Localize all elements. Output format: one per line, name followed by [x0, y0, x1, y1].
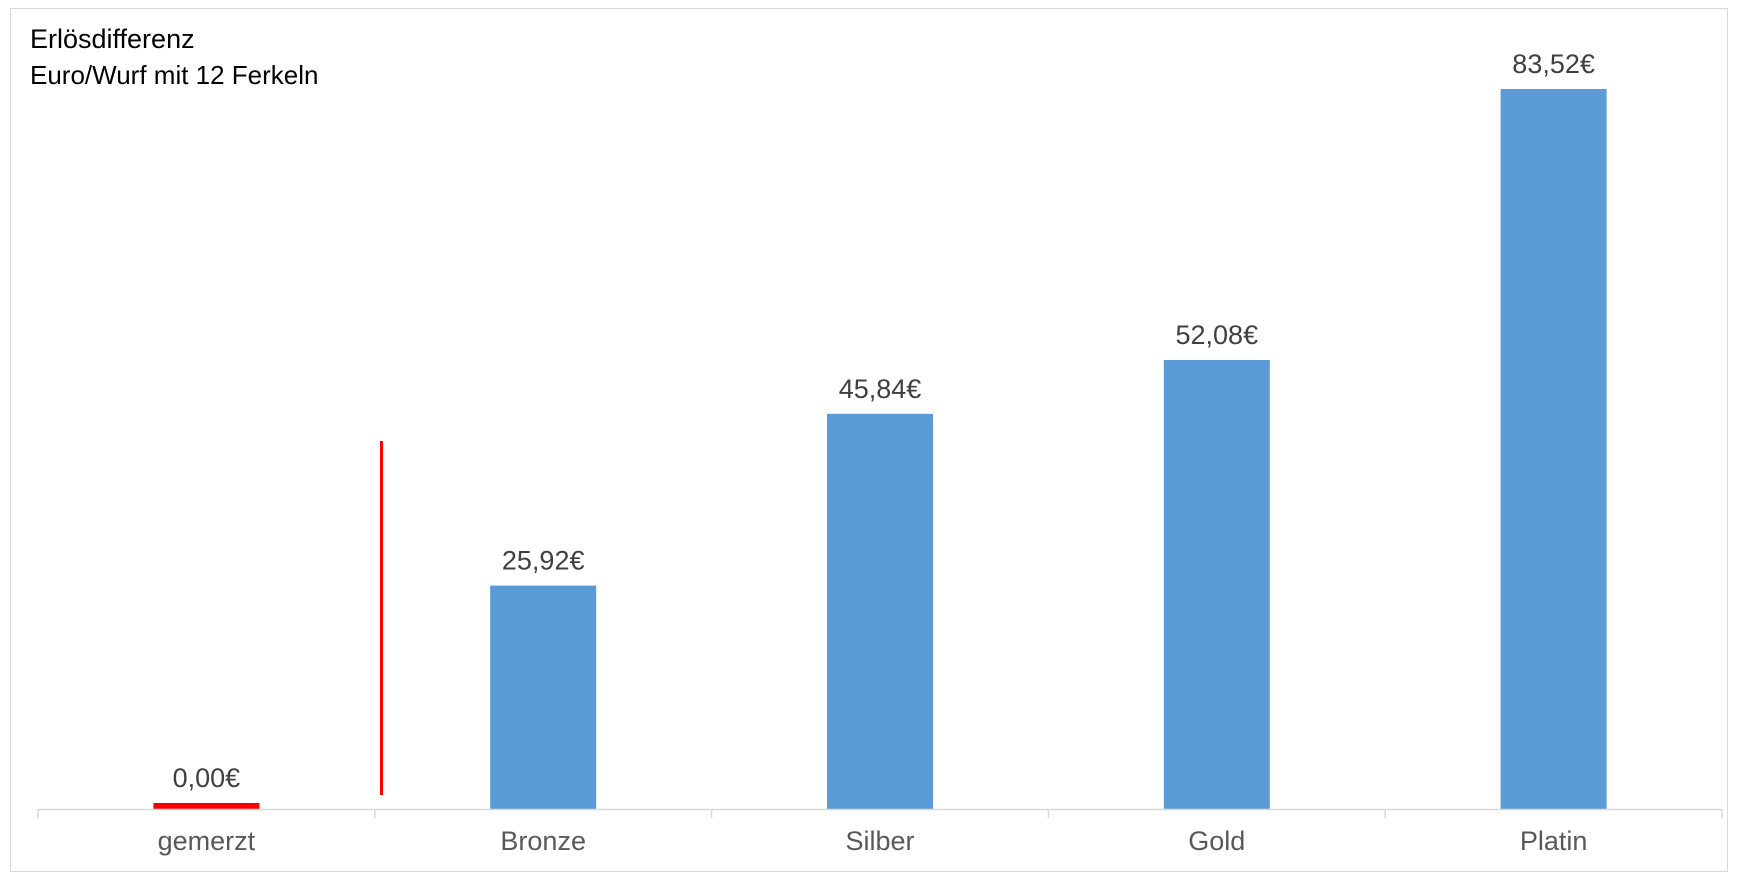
data-label-platin: 83,52€	[1512, 49, 1595, 79]
chart-frame	[10, 8, 1728, 872]
x-tick-label-gold: Gold	[1188, 826, 1245, 856]
bar-gold	[1163, 360, 1270, 809]
x-tick-label-platin: Platin	[1520, 826, 1588, 856]
x-tick-label-silber: Silber	[845, 826, 914, 856]
chart-title: Erlösdifferenz	[30, 24, 195, 54]
chart-subtitle: Euro/Wurf mit 12 Ferkeln	[30, 60, 319, 90]
x-tick-label-gemerzt: gemerzt	[158, 826, 256, 856]
plot-area: 0,00€ gemerzt 25,92€ Bronze 45,84€ Silber 52,0…	[37, 49, 1723, 856]
x-tick-label-bronze: Bronze	[500, 826, 586, 856]
bar-bronze	[490, 585, 597, 809]
data-label-bronze: 25,92€	[502, 546, 585, 576]
bar-silber	[827, 413, 933, 809]
data-label-silber: 45,84€	[839, 374, 922, 404]
data-label-gemerzt: 0,00€	[173, 763, 241, 793]
data-label-gold: 52,08€	[1176, 320, 1259, 350]
bar-platin	[1500, 89, 1607, 809]
bar-gemerzt	[153, 803, 260, 809]
